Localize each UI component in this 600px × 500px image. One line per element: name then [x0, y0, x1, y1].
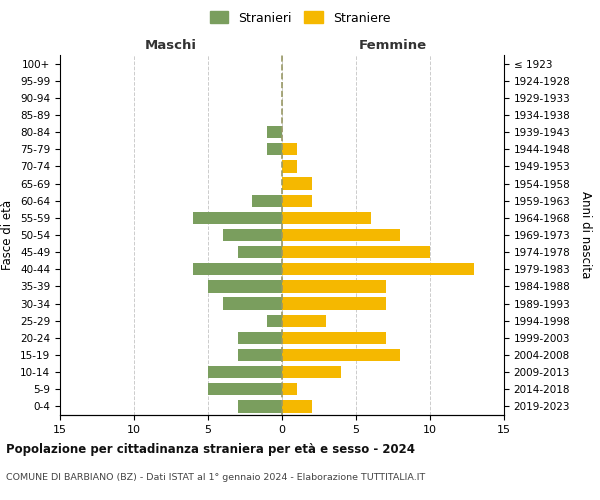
- Bar: [238, 246, 282, 258]
- Bar: [282, 194, 311, 207]
- Legend: Stranieri, Straniere: Stranieri, Straniere: [205, 6, 395, 30]
- Bar: [267, 143, 282, 156]
- Bar: [223, 298, 282, 310]
- Bar: [267, 126, 282, 138]
- Text: COMUNE DI BARBIANO (BZ) - Dati ISTAT al 1° gennaio 2024 - Elaborazione TUTTITALI: COMUNE DI BARBIANO (BZ) - Dati ISTAT al …: [6, 472, 425, 482]
- Bar: [282, 143, 297, 156]
- Bar: [282, 160, 297, 172]
- Text: Femmine: Femmine: [359, 38, 427, 52]
- Text: Popolazione per cittadinanza straniera per età e sesso - 2024: Popolazione per cittadinanza straniera p…: [6, 442, 415, 456]
- Bar: [267, 314, 282, 327]
- Bar: [282, 212, 371, 224]
- Y-axis label: Fasce di età: Fasce di età: [1, 200, 14, 270]
- Bar: [253, 194, 282, 207]
- Bar: [208, 366, 282, 378]
- Bar: [223, 229, 282, 241]
- Bar: [282, 178, 311, 190]
- Bar: [282, 280, 386, 292]
- Bar: [282, 298, 386, 310]
- Bar: [208, 280, 282, 292]
- Bar: [282, 263, 475, 276]
- Bar: [238, 400, 282, 412]
- Bar: [208, 383, 282, 396]
- Bar: [193, 263, 282, 276]
- Bar: [282, 246, 430, 258]
- Bar: [282, 383, 297, 396]
- Bar: [282, 349, 400, 361]
- Bar: [282, 332, 386, 344]
- Bar: [282, 400, 311, 412]
- Bar: [238, 332, 282, 344]
- Text: Maschi: Maschi: [145, 38, 197, 52]
- Bar: [282, 366, 341, 378]
- Bar: [238, 349, 282, 361]
- Y-axis label: Anni di nascita: Anni di nascita: [579, 192, 592, 278]
- Bar: [282, 229, 400, 241]
- Bar: [193, 212, 282, 224]
- Bar: [282, 314, 326, 327]
